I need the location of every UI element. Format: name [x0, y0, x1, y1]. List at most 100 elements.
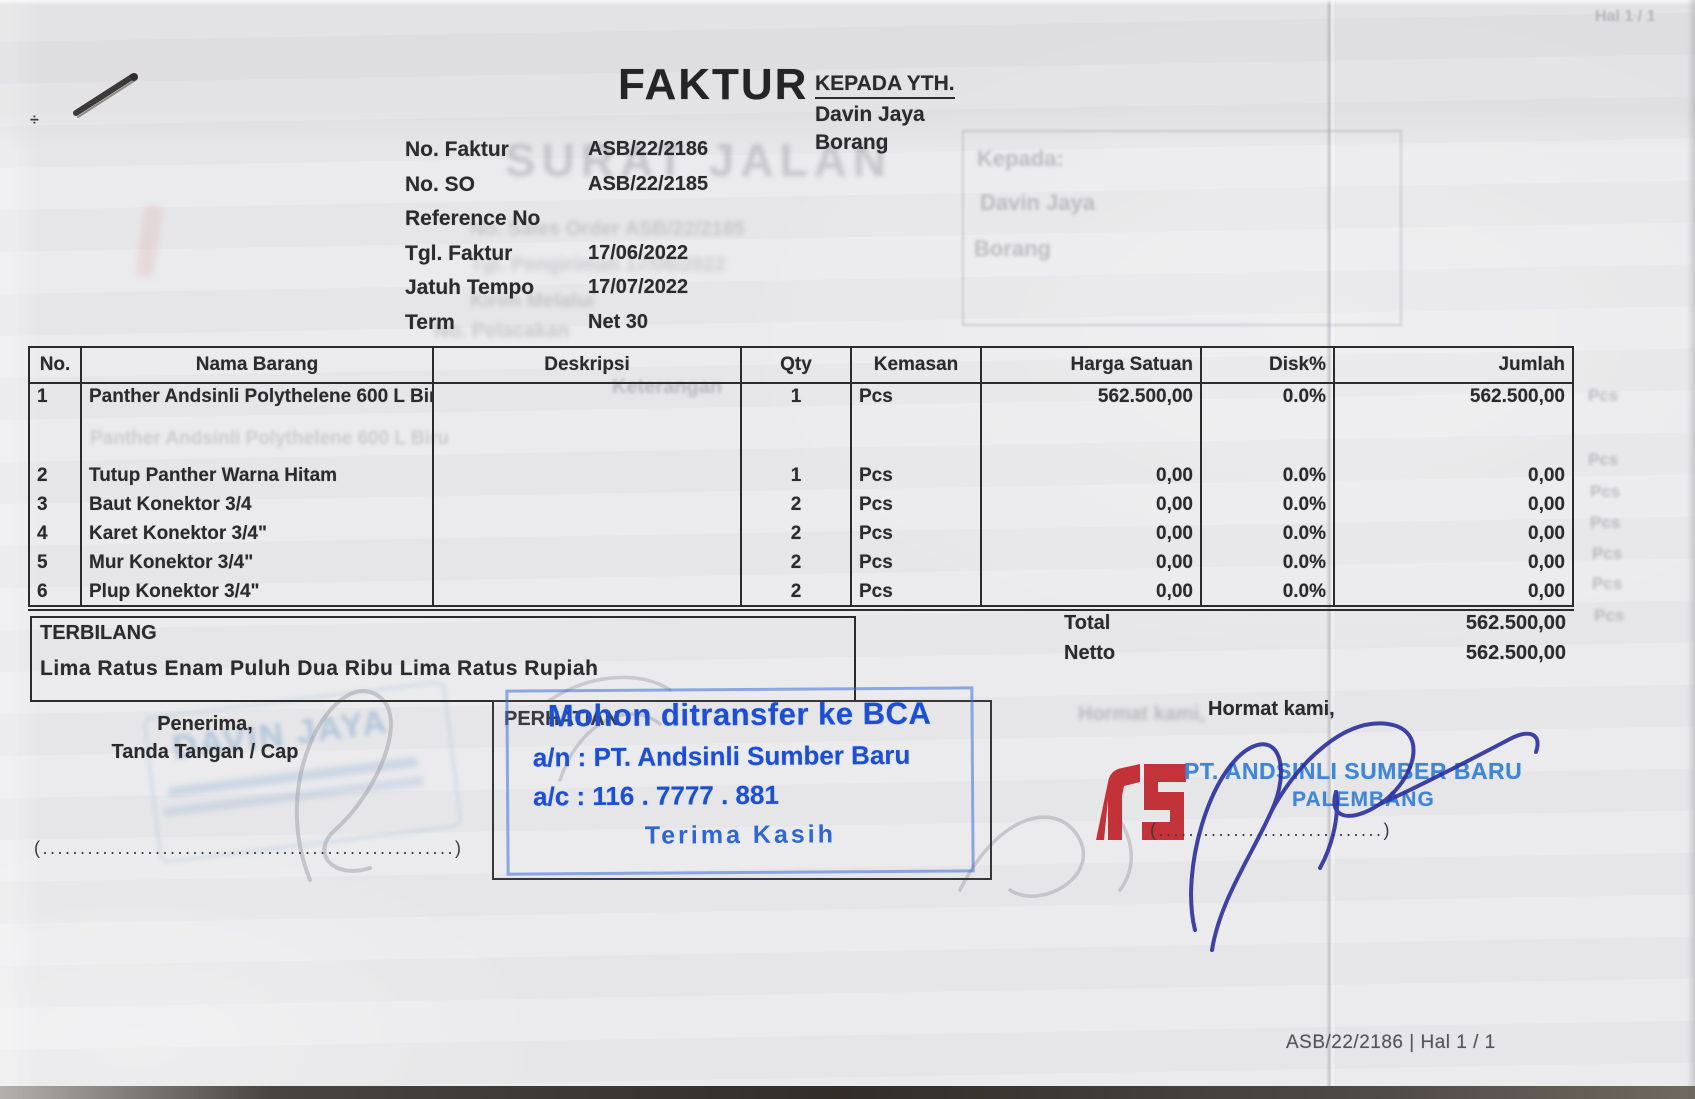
table-row: 6 Plup Konektor 3/4" 2 Pcs 0,00 0.0% 0,0…	[28, 579, 1574, 611]
cell-harga: 0,00	[980, 521, 1201, 550]
ghost-line-no-so: No. Sales Order ASB/22/2185	[470, 218, 745, 240]
col-header-qty: Qty	[740, 346, 851, 384]
cell-no: 6	[28, 579, 81, 611]
ghost-kepada-label: Kepada:	[977, 146, 1064, 171]
items-table: No. Nama Barang Deskripsi Qty Kemasan Ha…	[28, 346, 1574, 611]
meta-label: Jatuh Tempo	[405, 276, 535, 299]
meta-row: No. Faktur ASB/22/2186	[405, 138, 708, 173]
cell-disk: 0.0%	[1200, 463, 1334, 492]
recipient-label: KEPADA YTH.	[815, 72, 955, 99]
col-header-harga-satuan: Harga Satuan	[980, 346, 1201, 384]
meta-label: Tgl. Faktur	[405, 241, 513, 265]
cell-desc	[432, 521, 741, 550]
stamp-line-3: a/c : 116 . 7777 . 881	[532, 779, 779, 812]
cell-no: 3	[28, 492, 81, 521]
col-header-deskripsi: Deskripsi	[432, 346, 741, 384]
ghost-kepada-box	[962, 130, 1402, 326]
penerima-line2: Tanda Tangan / Cap	[111, 741, 299, 763]
total-row: Total 562.500,00	[1030, 612, 1568, 642]
ghost-pcs: Pcs	[1592, 544, 1623, 563]
ghost-surat-jalan: SURAT JALAN	[505, 134, 893, 186]
scan-edge-top	[0, 0, 1695, 5]
footer-page-info: ASB/22/2186 | Hal 1 / 1	[1286, 1032, 1496, 1053]
cell-name: Mur Konektor 3/4"	[80, 550, 433, 579]
meta-label: No. SO	[405, 172, 476, 196]
meta-row: No. SO ASB/22/2185	[405, 173, 708, 208]
cell-name: Panther Andsinli Polythelene 600 L Biru	[80, 383, 433, 447]
cell-kemasan: Pcs	[850, 492, 981, 521]
recipient-company: Borang	[815, 131, 889, 154]
ghost-pcs: Pcs	[1588, 386, 1619, 405]
penerima-sign-line: (.......................................…	[34, 838, 464, 858]
pencil-squiggle	[548, 675, 672, 782]
table-row: 2 Tutup Panther Warna Hitam 1 Pcs 0,00 0…	[28, 463, 1574, 492]
cell-qty: 1	[740, 463, 851, 492]
cell-desc	[432, 579, 741, 611]
cell-qty: 1	[740, 383, 851, 447]
scan-edge-right	[1687, 0, 1695, 1099]
cell-desc	[432, 463, 741, 492]
table-row: 4 Karet Konektor 3/4" 2 Pcs 0,00 0.0% 0,…	[28, 521, 1574, 550]
bank-transfer-stamp: Mohon ditransfer ke BCA a/n : PT. Andsin…	[505, 686, 975, 876]
cell-harga: 562.500,00	[980, 383, 1201, 447]
ghost-pcs: Pcs	[1590, 513, 1621, 532]
cell-qty: 2	[740, 579, 851, 611]
pencil-squiggle	[294, 689, 393, 882]
cell-disk: 0.0%	[1200, 550, 1334, 579]
cell-qty: 2	[740, 550, 851, 579]
ghost-red-smear	[135, 204, 163, 278]
stamp-line-4: Terima Kasih	[644, 820, 837, 850]
terbilang-label: TERBILANG	[40, 622, 157, 644]
cell-no: 2	[28, 463, 81, 492]
table-row: 1 Panther Andsinli Polythelene 600 L Bir…	[28, 383, 1574, 447]
cell-jumlah: 0,00	[1333, 463, 1574, 492]
total-label: Total	[1064, 612, 1111, 634]
staple	[73, 73, 138, 118]
invoice-meta: No. Faktur ASB/22/2186 No. SO ASB/22/218…	[405, 138, 708, 345]
corner-mark: ÷	[30, 112, 39, 129]
hormat-kami-label: Hormat kami,	[1208, 698, 1335, 720]
meta-value: ASB/22/2186	[588, 138, 709, 160]
cell-kemasan: Pcs	[850, 521, 981, 550]
penerima-line1: Penerima,	[157, 713, 253, 735]
netto-value: 562.500,00	[1465, 642, 1566, 664]
meta-label: Reference No	[405, 207, 541, 230]
ghost-kepada-company: Borang	[974, 236, 1051, 261]
col-header-nama-barang: Nama Barang	[80, 346, 433, 384]
meta-label: Term	[405, 310, 455, 334]
cell-qty: 2	[740, 521, 851, 550]
totals-block: Total 562.500,00 Netto 562.500,00	[1030, 612, 1568, 672]
cell-harga: 0,00	[980, 550, 1201, 579]
cell-no: 5	[28, 550, 81, 579]
scan-edge-bottom	[0, 1086, 1695, 1099]
meta-row: Reference No	[405, 207, 708, 242]
ghost-pcs: Pcs	[1592, 574, 1623, 593]
cell-jumlah: 0,00	[1333, 579, 1574, 611]
meta-value: 17/06/2022	[588, 241, 689, 264]
meta-label: No. Faktur	[405, 138, 509, 161]
terbilang-text: Lima Ratus Enam Puluh Dua Ribu Lima Ratu…	[40, 657, 599, 680]
meta-value: ASB/22/2185	[588, 172, 709, 195]
cell-kemasan: Pcs	[850, 463, 981, 492]
recipient-block: KEPADA YTH. Davin Jaya Borang	[815, 72, 955, 155]
company-logo	[1096, 764, 1186, 840]
cell-jumlah: 0,00	[1333, 550, 1574, 579]
cell-jumlah: 0,00	[1333, 492, 1574, 521]
perhatian-box: PERHATIAN	[492, 700, 992, 880]
terbilang-box: TERBILANG Lima Ratus Enam Puluh Dua Ribu…	[30, 616, 856, 702]
penerima-block: Penerima, Tanda Tangan / Cap	[35, 710, 375, 766]
col-header-jumlah: Jumlah	[1333, 346, 1574, 384]
table-row: 3 Baut Konektor 3/4 2 Pcs 0,00 0.0% 0,00	[28, 492, 1574, 521]
ghost-pcs: Pcs	[1594, 606, 1625, 625]
cell-harga: 0,00	[980, 579, 1201, 611]
cell-harga: 0,00	[980, 463, 1201, 492]
signatory-sign-line: (..............................)	[1150, 820, 1393, 840]
cell-name: Baut Konektor 3/4	[80, 492, 433, 521]
table-spacer-row	[28, 447, 1574, 463]
cell-name: Plup Konektor 3/4"	[80, 579, 433, 611]
perhatian-label: PERHATIAN	[504, 708, 620, 730]
table-header-row: No. Nama Barang Deskripsi Qty Kemasan Ha…	[28, 346, 1574, 384]
table-row: 5 Mur Konektor 3/4" 2 Pcs 0,00 0.0% 0,00	[28, 550, 1574, 579]
cell-qty: 2	[740, 492, 851, 521]
cell-name: Karet Konektor 3/4"	[80, 521, 433, 550]
